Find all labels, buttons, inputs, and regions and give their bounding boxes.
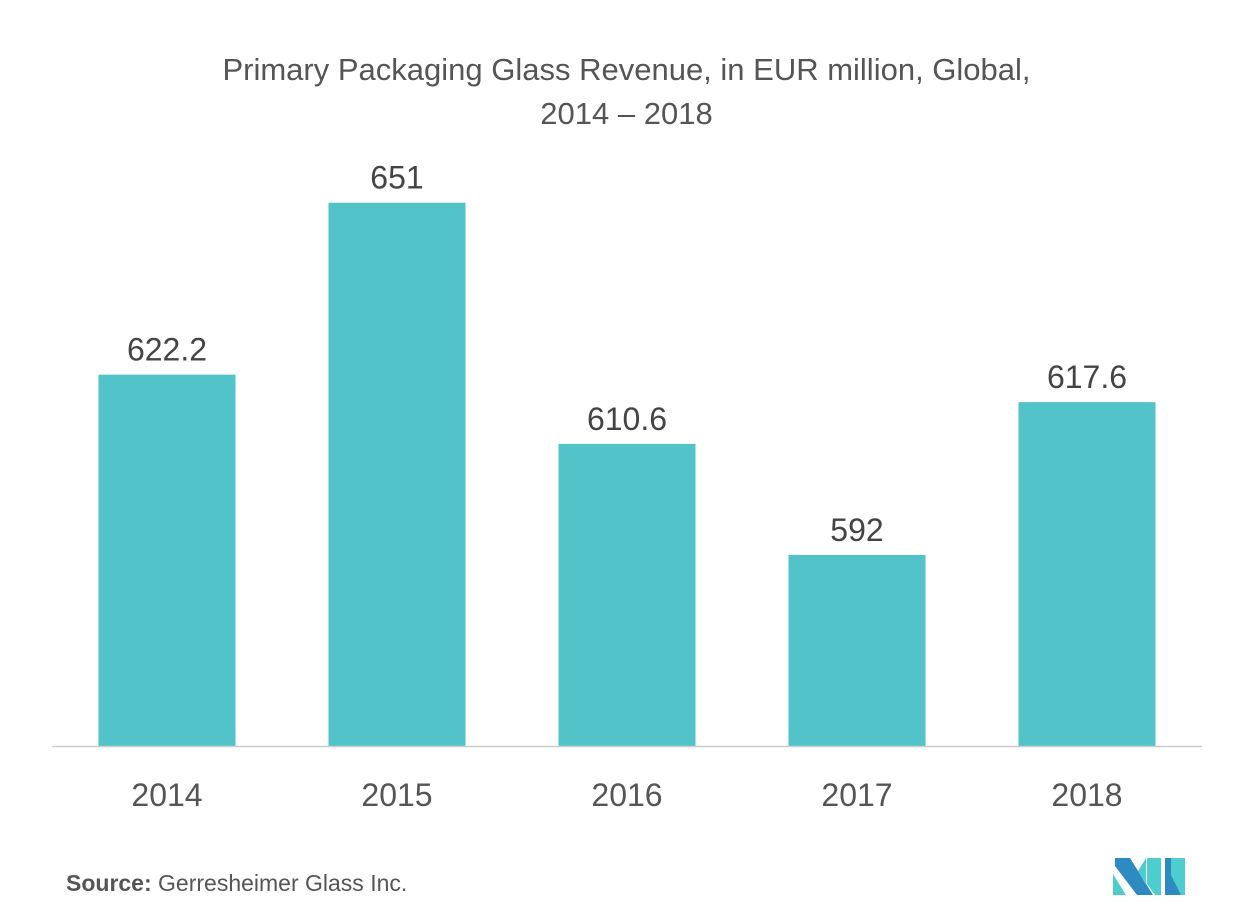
data-label-2018: 617.6 bbox=[1047, 359, 1127, 395]
logo-shape bbox=[1165, 863, 1181, 895]
data-label-2014: 622.2 bbox=[127, 332, 207, 368]
x-tick-label-2015: 2015 bbox=[361, 777, 432, 813]
bar-2015 bbox=[328, 202, 466, 747]
x-tick-label-2014: 2014 bbox=[131, 777, 202, 813]
bar-2016 bbox=[558, 443, 696, 746]
bar-chart: 622.2 2014 651 2015 610.6 2016 592 2017 617.6 201… bbox=[52, 160, 1202, 813]
bar-2014 bbox=[98, 374, 236, 746]
chart-subtitle: 2014 – 2018 bbox=[540, 96, 713, 131]
logo-shape bbox=[1113, 874, 1126, 895]
bar-2018 bbox=[1018, 402, 1156, 746]
logo-shape bbox=[1171, 858, 1185, 895]
logo-shape bbox=[1138, 858, 1146, 885]
brand-logo bbox=[1113, 858, 1185, 895]
bar-2017 bbox=[788, 554, 926, 746]
x-tick-label-2016: 2016 bbox=[591, 777, 662, 813]
x-tick-label-2018: 2018 bbox=[1051, 777, 1122, 813]
data-label-2015: 651 bbox=[370, 160, 423, 196]
source-text: Gerresheimer Glass Inc. bbox=[151, 870, 408, 896]
x-tick-label-2017: 2017 bbox=[821, 777, 892, 813]
data-label-2017: 592 bbox=[830, 512, 883, 548]
logo-shape bbox=[1147, 858, 1161, 895]
data-label-2016: 610.6 bbox=[587, 401, 667, 437]
source-label: Source: bbox=[66, 870, 152, 896]
chart-title: Primary Packaging Glass Revenue, in EUR … bbox=[0, 48, 1253, 136]
chart-title-line1: Primary Packaging Glass Revenue, in EUR … bbox=[222, 52, 1031, 87]
source-note: Source: Gerresheimer Glass Inc. bbox=[66, 870, 407, 897]
logo-shape bbox=[1115, 858, 1153, 895]
